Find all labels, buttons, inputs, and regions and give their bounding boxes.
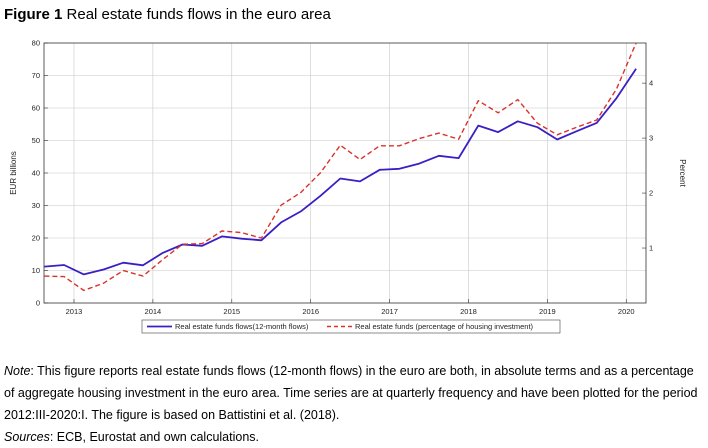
right-tick-label: 4	[649, 79, 653, 88]
left-tick-label: 70	[32, 71, 40, 80]
right-tick-label: 3	[649, 134, 653, 143]
right-axis-ticks: 1 2 3 4	[642, 79, 653, 253]
legend-label-series-2: Real estate funds (percentage of housing…	[355, 322, 534, 331]
x-tick-label: 2013	[66, 307, 83, 316]
sources-paragraph: Sources: ECB, Eurostat and own calculati…	[4, 426, 704, 448]
series-line-1	[44, 68, 637, 276]
note-text: : This figure reports real estate funds …	[4, 364, 698, 422]
figure-notes: Note: This figure reports real estate fu…	[4, 360, 704, 448]
figure-label: Figure 1	[4, 6, 63, 23]
x-tick-label: 2018	[460, 307, 477, 316]
right-tick-label: 2	[649, 189, 653, 198]
sources-text: : ECB, Eurostat and own calculations.	[49, 430, 259, 444]
left-tick-label: 0	[36, 299, 40, 308]
figure-title-text: Real estate funds flows in the euro area	[66, 6, 331, 23]
x-tick-label: 2019	[539, 307, 556, 316]
x-axis-ticks: 2013 2014 2015 2016 2017 2018 2019 2020	[66, 299, 635, 316]
left-axis-ticks: 0 10 20 30 40 50 60 70 80	[32, 39, 48, 308]
x-tick-label: 2016	[302, 307, 319, 316]
figure-title: Figure 1 Real estate funds flows in the …	[4, 6, 331, 23]
x-tick-label: 2015	[223, 307, 240, 316]
left-tick-label: 20	[32, 234, 40, 243]
left-tick-label: 10	[32, 266, 40, 275]
left-tick-label: 60	[32, 104, 40, 113]
note-paragraph: Note: This figure reports real estate fu…	[4, 360, 704, 426]
y-axis-right-title: Percent	[678, 159, 687, 187]
left-tick-label: 80	[32, 39, 40, 48]
note-label: Note	[4, 364, 31, 378]
sources-label: Sources	[4, 430, 50, 444]
left-tick-label: 50	[32, 136, 40, 145]
legend: Real estate funds flows(12-month flows) …	[141, 319, 561, 334]
grid-lines	[44, 43, 646, 303]
series-group	[44, 42, 637, 292]
x-tick-label: 2020	[618, 307, 635, 316]
y-axis-left-title: EUR billions	[9, 151, 18, 195]
legend-label-series-1: Real estate funds flows(12-month flows)	[175, 322, 309, 331]
series-line-2	[44, 42, 637, 292]
x-tick-label: 2017	[381, 307, 398, 316]
x-tick-label: 2014	[145, 307, 162, 316]
right-tick-label: 1	[649, 244, 653, 253]
left-tick-label: 40	[32, 169, 40, 178]
left-tick-label: 30	[32, 201, 40, 210]
